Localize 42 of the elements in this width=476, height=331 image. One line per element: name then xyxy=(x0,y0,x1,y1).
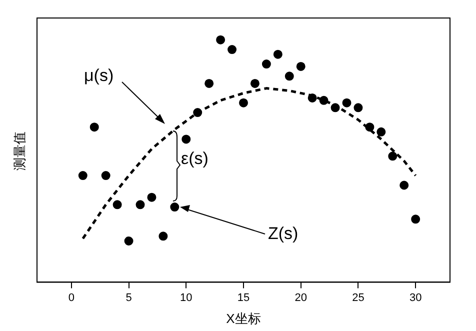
x-axis-title: X坐标 xyxy=(226,310,261,326)
point xyxy=(101,171,110,180)
point xyxy=(319,96,328,105)
annotation: μ(s) xyxy=(84,66,114,86)
point xyxy=(296,62,306,71)
point xyxy=(354,103,363,112)
point xyxy=(124,236,134,246)
x-tick-label: 20 xyxy=(294,292,307,304)
point xyxy=(411,214,420,224)
x-tick-label: 25 xyxy=(352,292,364,304)
point xyxy=(78,171,88,180)
point xyxy=(330,103,340,112)
point xyxy=(342,98,352,108)
point xyxy=(388,152,398,161)
point xyxy=(112,200,122,210)
point xyxy=(147,192,156,202)
x-tick-label: 30 xyxy=(409,292,422,304)
point xyxy=(284,72,294,81)
x-tick-label: 0 xyxy=(68,292,74,304)
point xyxy=(158,232,168,241)
point xyxy=(90,122,99,132)
point xyxy=(228,45,237,54)
y-axis-title: 测量值 xyxy=(12,130,28,172)
point xyxy=(262,60,271,69)
point xyxy=(400,180,409,190)
point xyxy=(170,202,180,212)
point xyxy=(376,127,386,136)
point xyxy=(182,134,191,144)
point xyxy=(193,108,202,118)
point xyxy=(239,98,248,108)
x-tick-label: 15 xyxy=(237,292,250,304)
point xyxy=(216,35,226,44)
x-tick-label: 10 xyxy=(180,292,192,304)
point xyxy=(308,93,317,102)
point xyxy=(136,200,145,210)
x-tick-label: 5 xyxy=(126,292,132,304)
point xyxy=(273,50,282,59)
annotation: ε(s) xyxy=(181,149,208,169)
point xyxy=(365,122,374,132)
annotation: Z(s) xyxy=(268,224,298,244)
point xyxy=(250,78,260,88)
point xyxy=(204,78,214,88)
